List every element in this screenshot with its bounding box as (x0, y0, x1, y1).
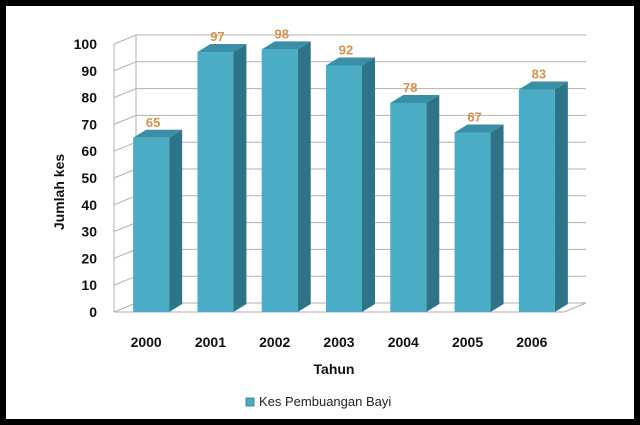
y-tick-label: 80 (81, 90, 97, 106)
gridline-90 (113, 61, 137, 72)
bar-front-face (454, 132, 491, 312)
bar-side-face (297, 41, 311, 313)
gridline-10 (113, 275, 137, 286)
bar-front-face (518, 89, 555, 312)
bar-top-face (518, 81, 568, 90)
x-axis-ticks: 2000 2001 2002 2003 2004 2005 2006 (131, 334, 548, 350)
bar-front-face (326, 65, 362, 312)
bar-side-face (426, 94, 440, 313)
bar-top-face (261, 41, 311, 50)
gridline-80 (113, 88, 137, 99)
data-label-2004: 78 (403, 80, 417, 95)
y-tick-label: 30 (81, 224, 97, 240)
bar-top-face (390, 94, 440, 103)
gridline-100 (113, 34, 137, 45)
bar-side-face (490, 124, 504, 312)
bar-top-face (326, 57, 375, 66)
bar-top-face (197, 44, 247, 53)
bar-2005 (454, 124, 504, 312)
x-tick-label: 2004 (388, 334, 419, 350)
y-tick-label: 50 (81, 170, 97, 186)
bars (133, 41, 568, 313)
data-label-2006: 83 (532, 67, 546, 82)
bar-side-face (362, 57, 375, 312)
data-label-2002: 98 (274, 26, 288, 41)
x-tick-label: 2005 (452, 334, 483, 350)
bar-side-face (554, 81, 568, 312)
y-tick-label: 0 (89, 304, 97, 320)
x-axis-title: Tahun (314, 361, 355, 377)
bar-2004 (390, 94, 440, 313)
bar-side-face (233, 44, 247, 312)
chart-frame: 0 10 20 30 40 50 60 70 80 90 100 2000 2001 2002 2003 2… (6, 6, 634, 419)
bar-front-face (197, 52, 234, 312)
y-tick-label: 70 (81, 116, 97, 132)
x-tick-label: 2000 (131, 334, 162, 350)
bar-2006 (518, 81, 568, 312)
bar-2002 (261, 41, 311, 313)
gridline-20 (113, 248, 137, 259)
gridline-0 (113, 302, 137, 313)
y-tick-label: 10 (81, 277, 97, 293)
data-labels: 65 97 98 92 78 67 83 (146, 26, 546, 129)
bar-side-face (169, 129, 183, 312)
floor-right-edge (563, 302, 587, 313)
data-label-2001: 97 (210, 29, 224, 44)
gridline-30 (113, 222, 137, 233)
gridline-70 (113, 114, 137, 125)
legend-label: Kes Pembuangan Bayi (259, 394, 391, 409)
bar-2000 (133, 129, 183, 312)
bar-top-face (133, 129, 183, 138)
legend-swatch (245, 397, 255, 407)
bar-front-face (390, 102, 427, 313)
y-tick-label: 60 (81, 143, 97, 159)
y-tick-label: 40 (81, 197, 97, 213)
bar-2003 (326, 57, 375, 312)
bar-2001 (197, 44, 247, 312)
data-label-2000: 65 (146, 115, 160, 130)
x-tick-label: 2006 (516, 334, 547, 350)
y-tick-label: 20 (81, 250, 97, 266)
legend: Kes Pembuangan Bayi (245, 394, 391, 409)
x-tick-label: 2002 (259, 334, 290, 350)
y-axis-ticks: 0 10 20 30 40 50 60 70 80 90 100 (74, 36, 98, 320)
y-tick-label: 100 (74, 36, 98, 52)
gridline-40 (113, 195, 137, 206)
x-tick-label: 2001 (195, 334, 226, 350)
x-tick-label: 2003 (323, 334, 354, 350)
gridline-50 (113, 168, 137, 179)
gridline-60 (113, 141, 137, 152)
y-axis-title: Jumlah kes (51, 154, 67, 230)
bar-front-face (261, 49, 298, 313)
data-label-2005: 67 (467, 109, 481, 124)
data-label-2003: 92 (339, 42, 353, 57)
y-tick-label: 90 (81, 63, 97, 79)
bar-top-face (454, 124, 504, 133)
bar-front-face (133, 137, 170, 312)
